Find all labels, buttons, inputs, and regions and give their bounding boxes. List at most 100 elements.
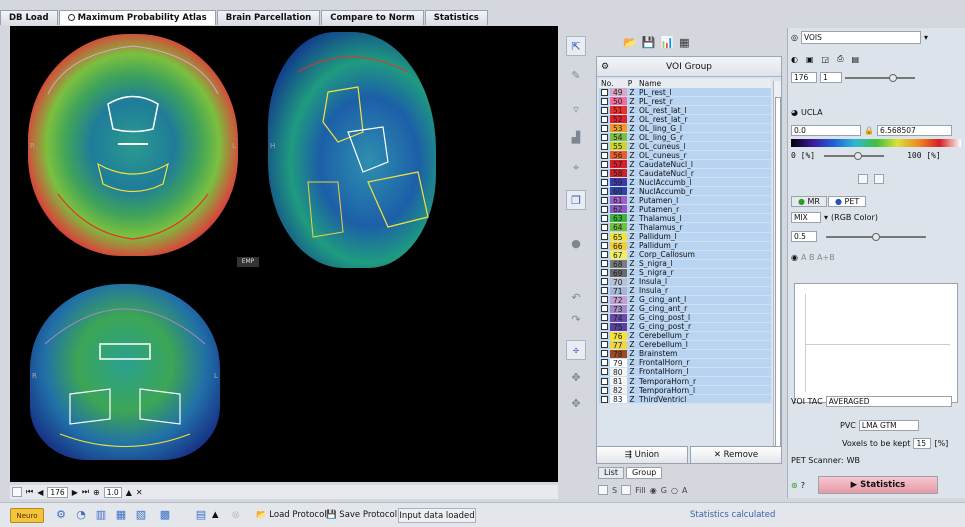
checkbox-icon[interactable] — [12, 487, 22, 497]
colortable-icon[interactable]: ◕ — [791, 108, 798, 117]
zoom-input[interactable]: 1.0 — [103, 486, 122, 498]
pct-slider-knob[interactable] — [854, 151, 863, 160]
slice-field[interactable]: 176 — [791, 72, 817, 83]
voi-visible-checkbox[interactable] — [601, 251, 608, 259]
voi-row[interactable]: 73 Z G_cing_ant_r — [599, 304, 771, 314]
voi-row[interactable]: 50 Z PL_rest_r — [599, 97, 771, 107]
circle-icon[interactable]: ● — [571, 237, 581, 250]
voi-row[interactable]: 79 Z FrontalHorn_r — [599, 358, 771, 368]
voi-visible-checkbox[interactable] — [601, 341, 608, 349]
a-radio[interactable]: ○ — [670, 485, 678, 495]
voi-visible-checkbox[interactable] — [601, 296, 608, 304]
voi-visible-checkbox[interactable] — [601, 97, 608, 105]
vois-select[interactable]: VOIS — [800, 30, 921, 44]
colortable-name[interactable]: UCLA — [800, 108, 823, 117]
voi-row[interactable]: 63 Z Thalamus_l — [599, 214, 771, 224]
voi-row[interactable]: 65 Z Pallidum_l — [599, 232, 771, 242]
table-icon[interactable]: ▦ — [679, 35, 690, 49]
fusion-mode-select[interactable]: MIX — [791, 212, 821, 223]
voi-visible-checkbox[interactable] — [601, 205, 608, 213]
voi-visible-checkbox[interactable] — [601, 169, 608, 177]
g-radio[interactable]: ◉ — [649, 485, 657, 495]
voi-row[interactable]: 69 Z S_nigra_r — [599, 268, 771, 278]
voi-row[interactable]: 71 Z Insula_r — [599, 286, 771, 296]
ok-icon[interactable]: ⊛ — [791, 480, 798, 490]
voi-visible-checkbox[interactable] — [601, 151, 608, 159]
fusion-mode-dropdown-icon[interactable]: ▾ — [824, 213, 829, 222]
expand-icon[interactable]: ▲ — [212, 510, 219, 520]
voi-visible-checkbox[interactable] — [601, 187, 608, 195]
pct-slider[interactable] — [824, 151, 885, 160]
abc-radio-icon[interactable]: ◉ — [791, 253, 798, 262]
voi-visible-checkbox[interactable] — [601, 88, 608, 96]
voi-row[interactable]: 49 Z PL_rest_l — [599, 88, 771, 98]
voi-visible-checkbox[interactable] — [601, 133, 608, 141]
roi-icon[interactable]: ⌖ — [572, 161, 580, 174]
voi-visible-checkbox[interactable] — [601, 115, 608, 123]
tab-maximum-probability-atlas[interactable]: Maximum Probability Atlas — [58, 10, 216, 25]
tab-statistics[interactable]: Statistics — [424, 10, 488, 25]
voi-row[interactable]: 57 Z CaudateNucl_l — [599, 160, 771, 170]
tab-db-load[interactable]: DB Load — [0, 10, 58, 25]
voi-row[interactable]: 60 Z NuclAccumb_r — [599, 187, 771, 197]
voi-row[interactable]: 68 Z S_nigra_l — [599, 259, 771, 269]
next-slice-icon[interactable]: ▶ — [71, 487, 78, 497]
voi-visible-checkbox[interactable] — [601, 160, 608, 168]
voi-row[interactable]: 56 Z OL_cuneus_r — [599, 151, 771, 161]
voi-list-scrollbar[interactable] — [773, 81, 781, 459]
undo-icon[interactable]: ↶ — [571, 291, 581, 304]
voi-row[interactable]: 64 Z Thalamus_r — [599, 223, 771, 233]
voi-row[interactable]: 51 Z OL_rest_lat_l — [599, 106, 771, 116]
pointer-icon[interactable]: ⇱ — [566, 36, 586, 56]
load-protocol-button[interactable]: 📂 Load Protocol — [256, 508, 327, 523]
zoom-up-icon[interactable]: ▲ — [125, 487, 132, 497]
tool5-icon[interactable]: ▧ — [135, 508, 147, 521]
last-slice-icon[interactable]: ⏭ — [81, 487, 90, 496]
photo-icon[interactable]: ◲ — [821, 54, 830, 64]
zoom-icon[interactable]: ⊕ — [93, 487, 100, 497]
fusion-slider[interactable] — [826, 232, 926, 241]
voi-row[interactable]: 74 Z G_cing_post_l — [599, 313, 771, 323]
save-image-icon[interactable]: ▤ — [851, 54, 860, 64]
region-icon[interactable]: ▟ — [571, 131, 581, 144]
voi-row[interactable]: 62 Z Putamen_r — [599, 205, 771, 215]
image-tool-icon[interactable]: ◐ — [791, 54, 798, 64]
image-viewer[interactable]: R L H EMP R L — [10, 26, 558, 482]
vois-dropdown-icon[interactable]: ▾ — [923, 32, 928, 42]
voi-visible-checkbox[interactable] — [601, 233, 608, 241]
voi-visible-checkbox[interactable] — [601, 287, 608, 295]
axial-brain-image[interactable] — [28, 34, 238, 256]
voi-visible-checkbox[interactable] — [601, 196, 608, 204]
vois-radio-icon[interactable]: ◎ — [791, 32, 798, 42]
tool1-icon[interactable]: ⚙ — [56, 508, 66, 521]
voi-list[interactable]: 49 Z PL_rest_l 50 Z PL_rest_r 51 Z OL_rest_lat_l… — [599, 88, 771, 458]
chart-icon[interactable]: 📊 — [660, 35, 675, 49]
pet-scanner-value[interactable]: WB — [846, 456, 860, 465]
slice-number-input[interactable]: 176 — [47, 486, 68, 498]
voi-visible-checkbox[interactable] — [601, 269, 608, 277]
voi-visible-checkbox[interactable] — [601, 305, 608, 313]
save-disk-icon[interactable]: 💾 — [641, 35, 656, 49]
tab-mr[interactable]: ● MR — [791, 196, 827, 207]
step-field[interactable]: 1 — [820, 72, 842, 83]
first-slice-icon[interactable]: ⏮ — [26, 487, 34, 496]
print-icon[interactable]: ⎙ — [837, 54, 844, 63]
union-button[interactable]: ⇶ Union — [596, 446, 688, 464]
voi-row[interactable]: 66 Z Pallidum_r — [599, 241, 771, 251]
fusion-slider-knob[interactable] — [872, 232, 880, 241]
tool2-icon[interactable]: ◔ — [76, 508, 86, 521]
voi-row[interactable]: 80 Z FrontalHorn_l — [599, 367, 771, 377]
s-checkbox[interactable] — [598, 485, 608, 495]
help-icon[interactable]: ? — [800, 480, 805, 490]
sagittal-brain-image[interactable] — [268, 32, 436, 268]
coronal-brain-image[interactable] — [30, 284, 220, 460]
slice-slider[interactable] — [845, 73, 915, 82]
display-toggle-icon[interactable] — [858, 174, 868, 184]
voi-visible-checkbox[interactable] — [601, 223, 608, 231]
voi-row[interactable]: 82 Z TemporaHorn_l — [599, 386, 771, 396]
voi-visible-checkbox[interactable] — [601, 178, 608, 186]
voi-visible-checkbox[interactable] — [601, 314, 608, 322]
voi-row[interactable]: 58 Z CaudateNucl_r — [599, 169, 771, 179]
voi-row[interactable]: 75 Z G_cing_post_r — [599, 322, 771, 332]
voi-visible-checkbox[interactable] — [601, 124, 608, 132]
